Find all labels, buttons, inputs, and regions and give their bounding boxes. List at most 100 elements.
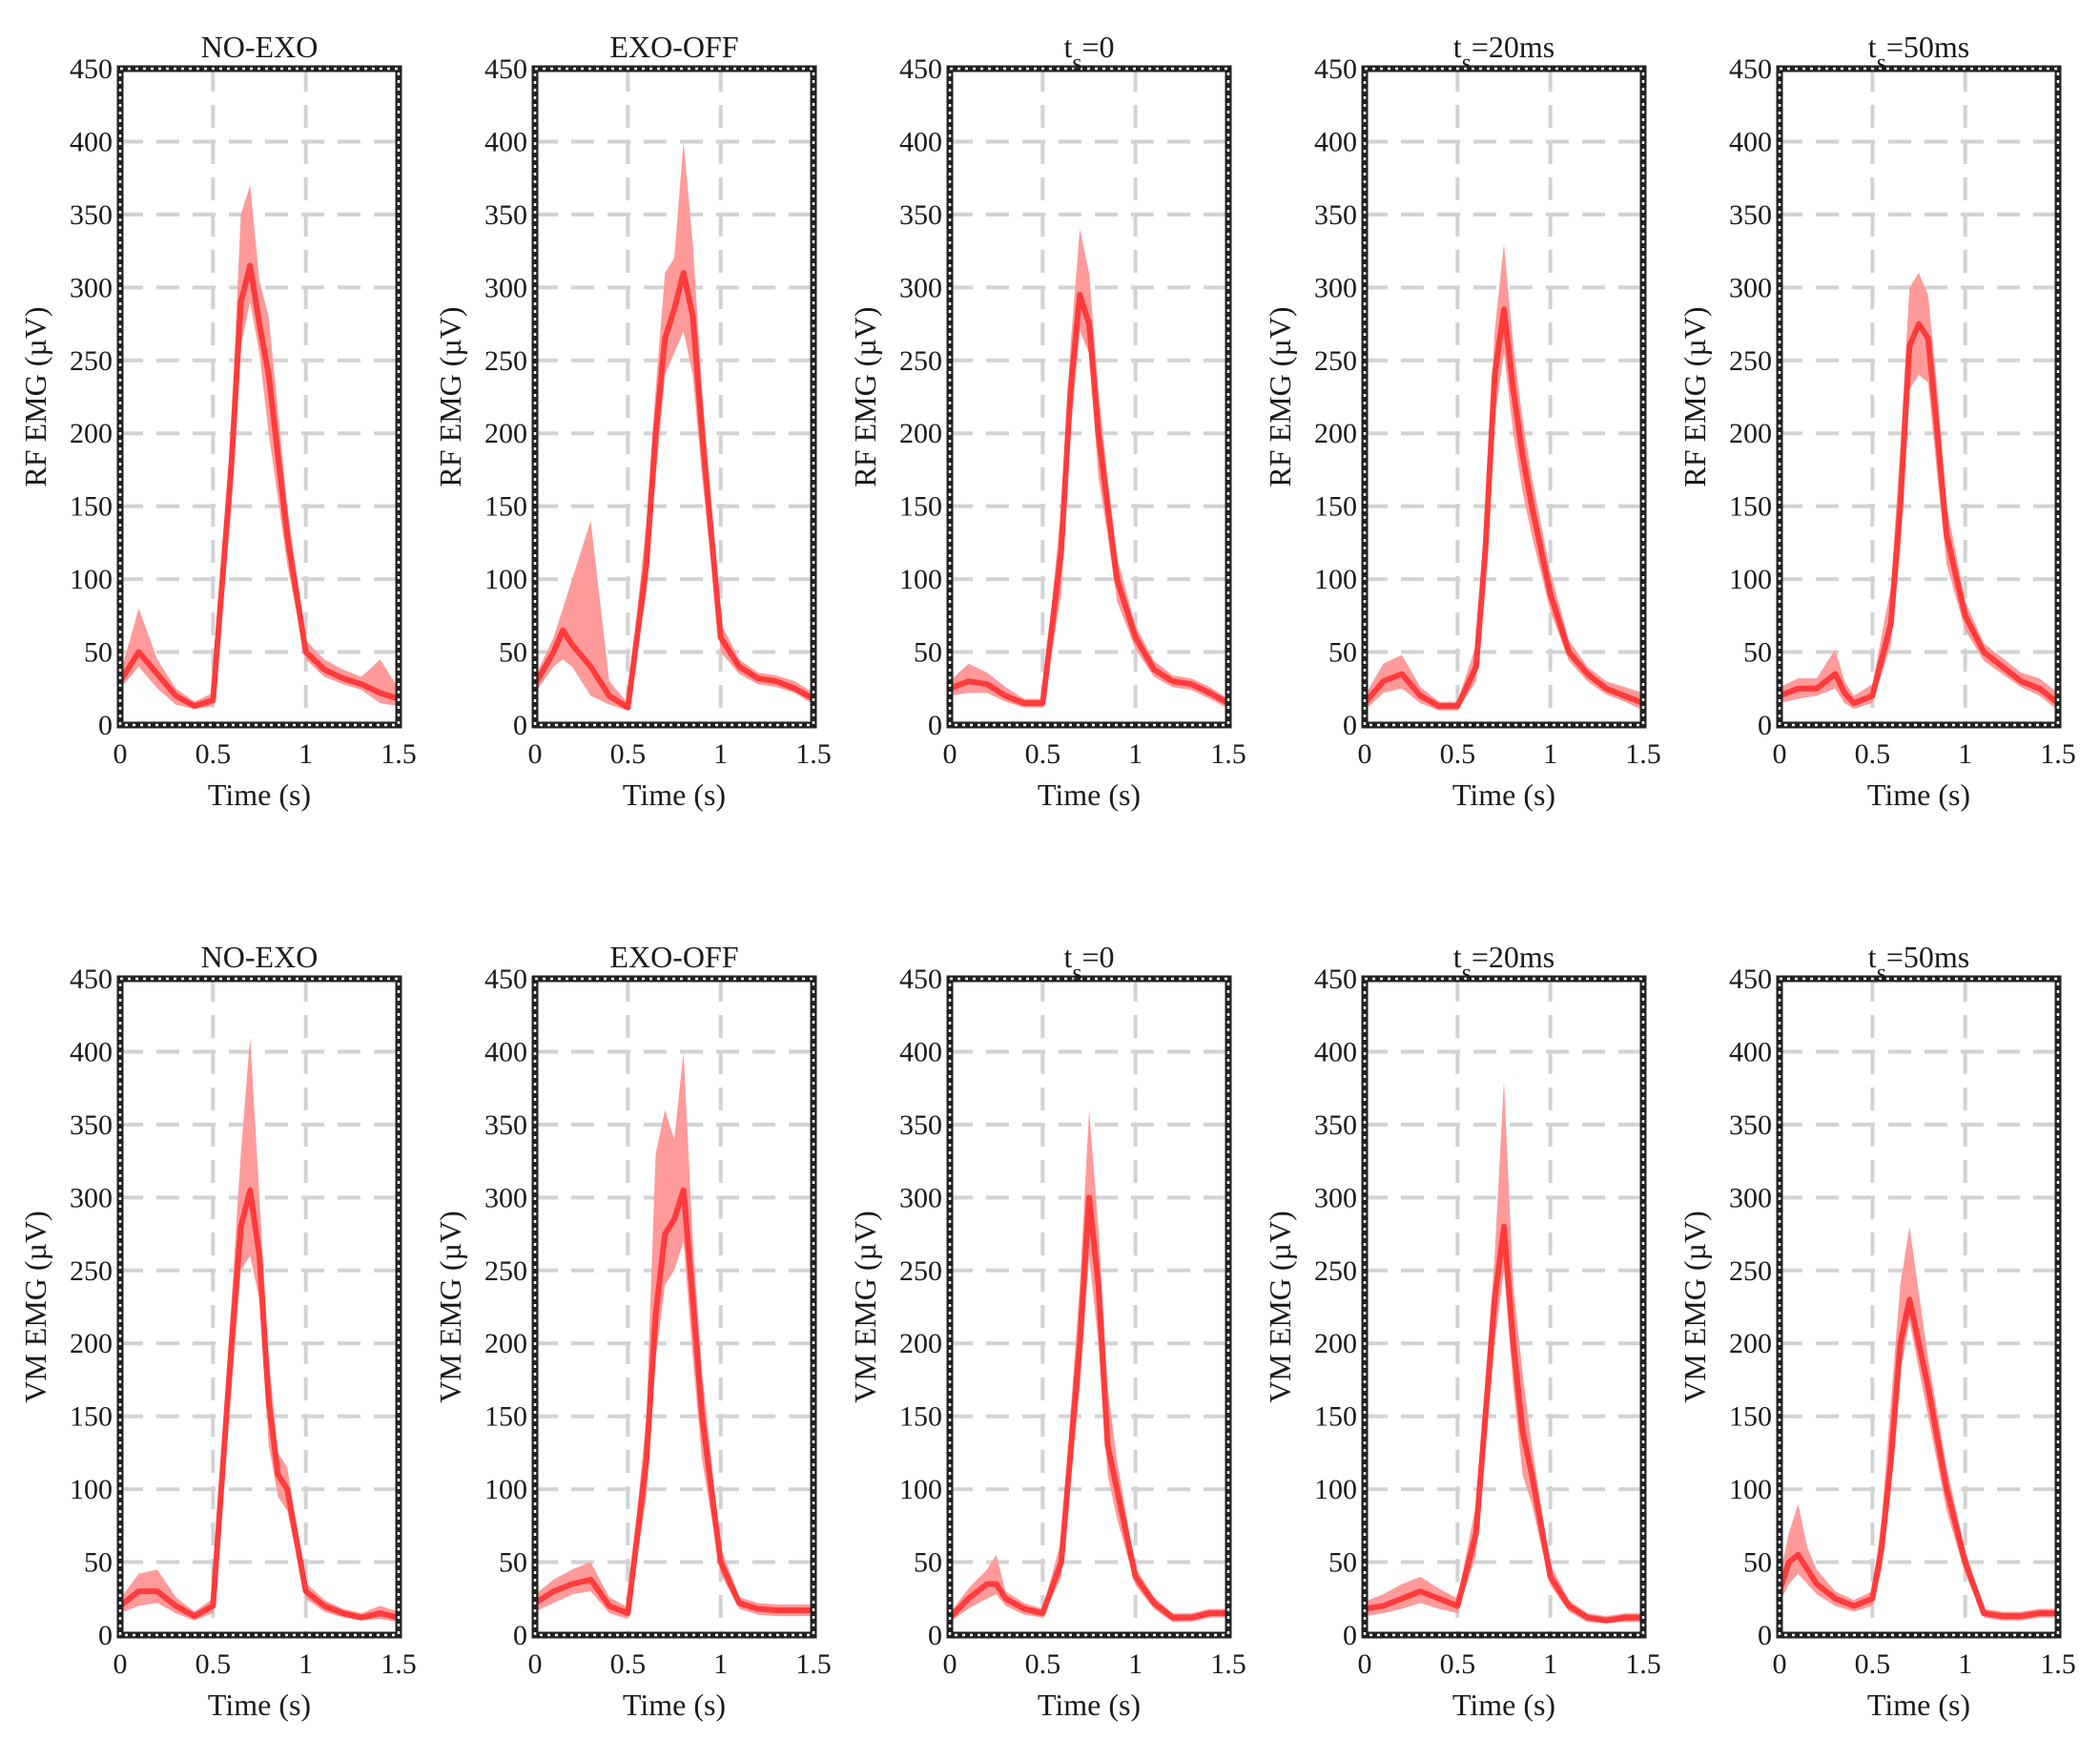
y-tick-label: 250 [484,1255,527,1287]
y-axis-label: VM EMG (µV) [18,1211,52,1403]
y-tick-label: 250 [484,345,527,377]
mean-line [532,1187,816,1617]
y-tick-label: 50 [499,1547,527,1579]
y-tick-label: 200 [1314,1328,1357,1359]
y-tick-label: 400 [70,1036,113,1067]
axes-frame [531,975,817,1639]
panel-title: NO-EXO [201,30,319,64]
panel-title: EXO-OFF [609,30,738,64]
x-tick-label: 1.5 [2040,738,2076,770]
x-tick-label: 1 [1958,1648,1972,1680]
std-band [120,185,399,710]
y-tick-label: 300 [1729,272,1772,303]
panel-title: ts=50ms [1868,940,1969,986]
mean-line [117,1187,401,1621]
y-tick-label: 0 [1758,1620,1772,1651]
x-tick-label: 0 [528,1648,543,1680]
x-tick-label: 1.5 [1210,738,1246,770]
y-tick-label: 0 [928,1620,942,1651]
panel-title: ts=50ms [1868,30,1969,76]
y-tick-label: 250 [70,345,113,377]
y-tick-label: 100 [484,1474,527,1505]
panel-title: ts=20ms [1453,30,1554,76]
y-axis-label: RF EMG (µV) [1678,306,1712,487]
x-tick-label: 0 [1358,1648,1372,1680]
y-tick-label: 450 [1314,963,1357,995]
y-tick-label: 300 [1314,272,1357,303]
x-axis-label: Time (s) [1038,777,1141,812]
y-axis-label: VM EMG (µV) [848,1211,882,1403]
panel-2-5: 0 50 100 150 200 250 300 350 400 450 0 0.5 1 1.5 Time … [1678,940,2076,1722]
x-tick-label: 0.5 [1855,1648,1891,1680]
mean-line [532,270,816,711]
x-tick-label: 0 [1358,738,1372,770]
y-tick-label: 100 [1314,564,1357,595]
y-tick-label: 350 [70,199,113,231]
axes-frame-ticks [1363,67,1645,727]
y-tick-label: 350 [1314,199,1357,231]
axes-frame-ticks [118,977,401,1637]
x-tick-label: 1 [299,738,313,770]
panel-title: ts=20ms [1453,940,1554,986]
x-axis-label: Time (s) [1452,1688,1555,1722]
axes-frame-ticks [1363,977,1645,1637]
y-tick-label: 450 [484,53,527,85]
y-tick-label: 100 [484,564,527,595]
y-tick-label: 300 [484,272,527,303]
mean-line [1362,1223,1646,1624]
std-band [950,1109,1228,1623]
y-tick-label: 150 [484,491,527,523]
x-tick-label: 0.5 [196,1648,232,1680]
y-tick-label: 0 [1758,710,1772,741]
std-band [535,141,813,711]
axes-frame-ticks [533,977,815,1637]
y-tick-label: 0 [1343,710,1357,741]
x-tick-label: 1.5 [1210,1648,1246,1680]
x-tick-label: 0 [113,738,128,770]
y-tick-label: 150 [1729,491,1772,523]
y-tick-label: 450 [899,53,942,85]
y-tick-label: 200 [899,418,942,449]
y-tick-label: 50 [914,637,942,669]
panel-2-2: 0 50 100 150 200 250 300 350 400 450 0 0.5 1 1.5 Time … [433,940,832,1722]
x-tick-label: 0 [113,1648,128,1680]
axes-frame [946,975,1232,1639]
y-tick-label: 250 [1314,1255,1357,1287]
y-tick-label: 100 [899,1474,942,1505]
y-tick-label: 350 [1314,1109,1357,1141]
y-tick-label: 300 [1314,1182,1357,1213]
y-tick-label: 450 [1729,963,1772,995]
y-tick-label: 300 [899,272,942,303]
std-band [1780,1226,2058,1621]
y-axis-label: VM EMG (µV) [1263,1211,1297,1403]
y-tick-label: 100 [70,564,113,595]
y-tick-label: 0 [98,1620,113,1651]
y-tick-label: 350 [484,199,527,231]
axes-frame-ticks [1778,977,2060,1637]
y-tick-label: 0 [513,710,527,741]
y-tick-label: 200 [70,1328,113,1359]
y-tick-label: 400 [484,1036,527,1067]
x-tick-label: 0 [1773,1648,1787,1680]
mean-line [947,1194,1231,1621]
grid [535,979,813,1635]
y-tick-label: 150 [70,491,113,523]
grid [1780,69,2058,725]
y-tick-label: 150 [899,1401,942,1433]
x-tick-label: 0 [528,738,543,770]
y-tick-label: 50 [1328,637,1357,669]
x-axis-label: Time (s) [208,1688,311,1722]
y-tick-label: 150 [484,1401,527,1433]
panel-1-3: 0 50 100 150 200 250 300 350 400 450 0 0.5 1 1.5 Time … [848,30,1246,812]
x-tick-label: 0.5 [610,1648,647,1680]
y-tick-label: 450 [1314,53,1357,85]
x-axis-label: Time (s) [1452,777,1555,812]
x-tick-label: 1.5 [381,1648,417,1680]
panel-title: EXO-OFF [609,940,738,974]
panel-1-4: 0 50 100 150 200 250 300 350 400 450 0 0.5 1 1.5 Time … [1263,30,1661,812]
y-tick-label: 150 [1314,1401,1357,1433]
y-tick-label: 100 [1729,564,1772,595]
x-tick-label: 0.5 [1025,1648,1061,1680]
y-tick-label: 350 [899,1109,942,1141]
mean-line [947,291,1231,707]
